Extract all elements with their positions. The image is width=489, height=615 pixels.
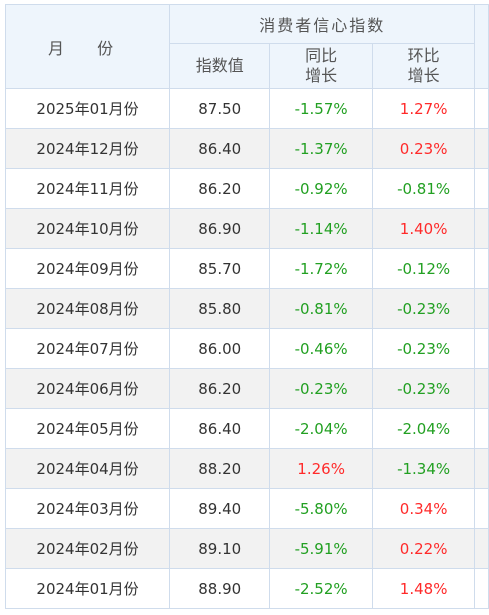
cell-overflow bbox=[474, 128, 489, 169]
cell-mom-growth: 0.34% bbox=[371, 488, 476, 529]
cell-mom-growth: 1.40% bbox=[371, 208, 476, 249]
cell-overflow bbox=[474, 408, 489, 449]
cell-yoy-growth: -5.80% bbox=[269, 488, 373, 529]
cell-mom-growth: -0.12% bbox=[371, 248, 476, 289]
table-row: 2024年06月份 86.20 -0.23% -0.23% bbox=[4, 368, 489, 409]
cell-overflow bbox=[474, 248, 489, 289]
cell-yoy-growth: -1.14% bbox=[269, 208, 373, 249]
cell-index-value: 86.20 bbox=[169, 368, 271, 409]
table-row: 2024年03月份 89.40 -5.80% 0.34% bbox=[4, 488, 489, 529]
cell-overflow bbox=[474, 448, 489, 489]
cell-overflow bbox=[474, 288, 489, 329]
cell-mom-growth: 1.27% bbox=[371, 88, 476, 129]
cell-index-value: 88.90 bbox=[169, 568, 271, 609]
cell-overflow bbox=[474, 88, 489, 129]
cell-month: 2024年05月份 bbox=[4, 408, 171, 449]
cell-index-value: 86.40 bbox=[169, 408, 271, 449]
cell-yoy-growth: -0.81% bbox=[269, 288, 373, 329]
cell-mom-growth: 0.23% bbox=[371, 128, 476, 169]
table-body: 2025年01月份 87.50 -1.57% 1.27% 2024年12月份 86.40-… bbox=[4, 88, 489, 609]
cell-index-value: 85.70 bbox=[169, 248, 271, 289]
cell-index-value: 86.00 bbox=[169, 328, 271, 369]
cell-month: 2024年08月份 bbox=[4, 288, 171, 329]
cell-month: 2024年12月份 bbox=[4, 128, 171, 169]
header-overflow-column bbox=[474, 4, 489, 89]
cell-index-value: 88.20 bbox=[169, 448, 271, 489]
table-row: 2024年09月份 85.70 -1.72% -0.12% bbox=[4, 248, 489, 289]
cell-index-value: 89.40 bbox=[169, 488, 271, 529]
cell-index-value: 86.40 bbox=[169, 128, 271, 169]
cell-month: 2025年01月份 bbox=[4, 88, 171, 129]
cell-month: 2024年06月份 bbox=[4, 368, 171, 409]
cell-yoy-growth: -1.37% bbox=[269, 128, 373, 169]
cell-mom-growth: -0.23% bbox=[371, 328, 476, 369]
header-mom-line1: 环比 bbox=[407, 46, 440, 65]
cell-month: 2024年10月份 bbox=[4, 208, 171, 249]
header-mom-growth: 环比 增长 bbox=[371, 43, 476, 89]
cell-yoy-growth: -0.23% bbox=[269, 368, 373, 409]
header-yoy-line1: 同比 bbox=[305, 46, 338, 65]
cell-mom-growth: -0.81% bbox=[371, 168, 476, 209]
table-row: 2024年04月份 88.20 1.26% -1.34% bbox=[4, 448, 489, 489]
cell-overflow bbox=[474, 368, 489, 409]
header-yoy-line2: 增长 bbox=[305, 66, 338, 85]
cell-yoy-growth: -0.92% bbox=[269, 168, 373, 209]
cell-mom-growth: -0.23% bbox=[371, 288, 476, 329]
cell-yoy-growth: 1.26% bbox=[269, 448, 373, 489]
cell-yoy-growth: -5.91% bbox=[269, 528, 373, 569]
header-consumer-confidence-index: 消费者信心指数 bbox=[169, 4, 476, 44]
table-row: 2024年07月份 86.00 -0.46% -0.23% bbox=[4, 328, 489, 369]
cell-yoy-growth: -2.52% bbox=[269, 568, 373, 609]
cell-index-value: 89.10 bbox=[169, 528, 271, 569]
cell-overflow bbox=[474, 328, 489, 369]
cell-mom-growth: 0.22% bbox=[371, 528, 476, 569]
cell-month: 2024年04月份 bbox=[4, 448, 171, 489]
consumer-confidence-table: 月 份 消费者信心指数 指数值 同比 增长 环比 增长 2025年01月份 87.… bbox=[4, 4, 489, 609]
cell-index-value: 87.50 bbox=[169, 88, 271, 129]
header-yoy-growth: 同比 增长 bbox=[269, 43, 373, 89]
cell-overflow bbox=[474, 208, 489, 249]
table-row: 2024年12月份 86.40 -1.37% 0.23% bbox=[4, 128, 489, 169]
cell-overflow bbox=[474, 168, 489, 209]
table-row: 2024年01月份 88.90 -2.52% 1.48% bbox=[4, 568, 489, 609]
cell-index-value: 86.20 bbox=[169, 168, 271, 209]
cell-mom-growth: -1.34% bbox=[371, 448, 476, 489]
table-row: 2025年01月份 87.50 -1.57% 1.27% bbox=[4, 88, 489, 129]
cell-month: 2024年07月份 bbox=[4, 328, 171, 369]
table-row: 2024年11月份 86.20 -0.92% -0.81% bbox=[4, 168, 489, 209]
cell-month: 2024年01月份 bbox=[4, 568, 171, 609]
cell-mom-growth: -2.04% bbox=[371, 408, 476, 449]
cell-mom-growth: -0.23% bbox=[371, 368, 476, 409]
header-index-value: 指数值 bbox=[169, 43, 271, 89]
cell-month: 2024年02月份 bbox=[4, 528, 171, 569]
cell-yoy-growth: -0.46% bbox=[269, 328, 373, 369]
cell-yoy-growth: -2.04% bbox=[269, 408, 373, 449]
cell-index-value: 86.90 bbox=[169, 208, 271, 249]
table-row: 2024年08月份 85.80 -0.81% -0.23% bbox=[4, 288, 489, 329]
header-month: 月 份 bbox=[4, 4, 171, 89]
cell-index-value: 85.80 bbox=[169, 288, 271, 329]
cell-month: 2024年11月份 bbox=[4, 168, 171, 209]
cell-yoy-growth: -1.57% bbox=[269, 88, 373, 129]
table-row: 2024年02月份 89.10 -5.91% 0.22% bbox=[4, 528, 489, 569]
cell-month: 2024年09月份 bbox=[4, 248, 171, 289]
cell-mom-growth: 1.48% bbox=[371, 568, 476, 609]
table-row: 2024年05月份 86.40 -2.04% -2.04% bbox=[4, 408, 489, 449]
cell-month: 2024年03月份 bbox=[4, 488, 171, 529]
cell-overflow bbox=[474, 568, 489, 609]
header-mom-line2: 增长 bbox=[407, 66, 440, 85]
cell-overflow bbox=[474, 528, 489, 569]
table-row: 2024年10月份 86.90 -1.14% 1.40% bbox=[4, 208, 489, 249]
cell-overflow bbox=[474, 488, 489, 529]
cell-yoy-growth: -1.72% bbox=[269, 248, 373, 289]
